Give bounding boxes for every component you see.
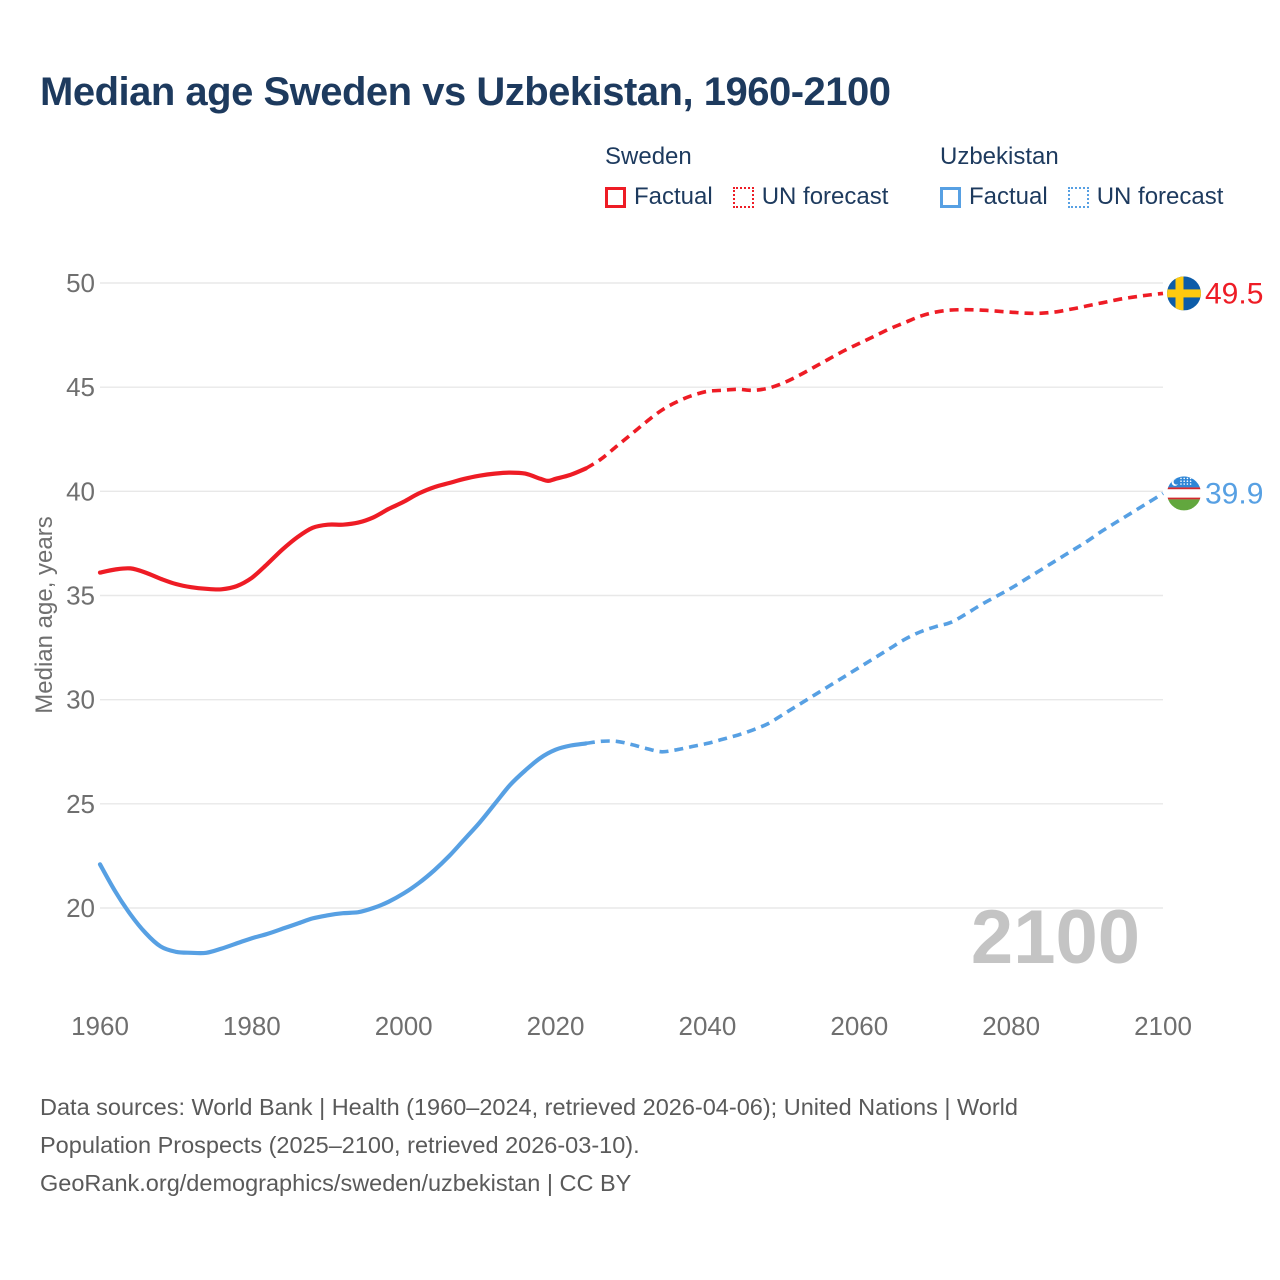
footer-line: Data sources: World Bank | Health (1960–… [40, 1094, 1018, 1120]
footer-line: Population Prospects (2025–2100, retriev… [40, 1132, 640, 1158]
legend-item-sweden-factual: Factual [605, 183, 713, 211]
x-tick-label: 2020 [527, 1011, 585, 1041]
x-tick-label: 2000 [375, 1011, 433, 1041]
series-line-sweden-factual [97, 466, 588, 592]
legend-row-sweden: Factual UN forecast [605, 183, 888, 211]
legend-group-title-uzbekistan: Uzbekistan [940, 143, 1059, 170]
y-tick-label: 45 [66, 372, 95, 402]
series-line-uzbekistan-un-forecast [585, 491, 1164, 754]
end-value-label-sweden: 49.5 [1205, 277, 1263, 310]
legend-row-uzbekistan: Factual UN forecast [940, 183, 1223, 211]
uzbekistan-flag-icon [1167, 476, 1201, 511]
solid-line-swatch-icon [940, 186, 961, 208]
y-tick-label: 20 [66, 893, 95, 923]
data-sources-footer: Data sources: World Bank | Health (1960–… [40, 1088, 1018, 1202]
y-tick-label: 40 [66, 476, 95, 506]
y-tick-label: 25 [66, 789, 95, 819]
x-tick-label: 1960 [71, 1011, 129, 1041]
dotted-line-swatch-icon [1067, 186, 1089, 208]
y-tick-label: 35 [66, 581, 95, 611]
x-tick-label: 1980 [223, 1011, 281, 1041]
legend-label: UN forecast [1096, 183, 1224, 210]
legend-label: Factual [969, 183, 1048, 210]
series-line-sweden-un-forecast [585, 291, 1164, 470]
page-title: Median age Sweden vs Uzbekistan, 1960-21… [40, 70, 891, 114]
legend-item-uzbekistan-forecast: UN forecast [1067, 183, 1224, 211]
series-line-uzbekistan-factual [97, 741, 588, 956]
end-value-label-uzbekistan: 39.9 [1205, 477, 1263, 510]
solid-line-swatch-icon [605, 186, 626, 208]
legend-label: Factual [634, 183, 713, 210]
dotted-line-swatch-icon [732, 186, 754, 208]
legend-label: UN forecast [761, 183, 889, 210]
y-tick-label: 50 [66, 268, 95, 298]
legend-group-title-sweden: Sweden [605, 143, 692, 170]
y-axis-title: Median age, years [31, 516, 58, 714]
x-tick-label: 2100 [1134, 1011, 1192, 1041]
x-tick-label: 2060 [830, 1011, 888, 1041]
sweden-flag-icon [1167, 276, 1201, 311]
x-tick-label: 2080 [982, 1011, 1040, 1041]
footer-line: GeoRank.org/demographics/sweden/uzbekist… [40, 1170, 632, 1196]
legend-group-sweden: Sweden Factual UN forecast [605, 143, 888, 211]
legend-group-uzbekistan: Uzbekistan Factual UN forecast [940, 143, 1223, 211]
y-tick-label: 30 [66, 685, 95, 715]
x-tick-label: 2040 [679, 1011, 737, 1041]
legend-item-sweden-forecast: UN forecast [732, 183, 889, 211]
watermark-2100: 2100 [971, 895, 1140, 980]
legend-item-uzbekistan-factual: Factual [940, 183, 1048, 211]
